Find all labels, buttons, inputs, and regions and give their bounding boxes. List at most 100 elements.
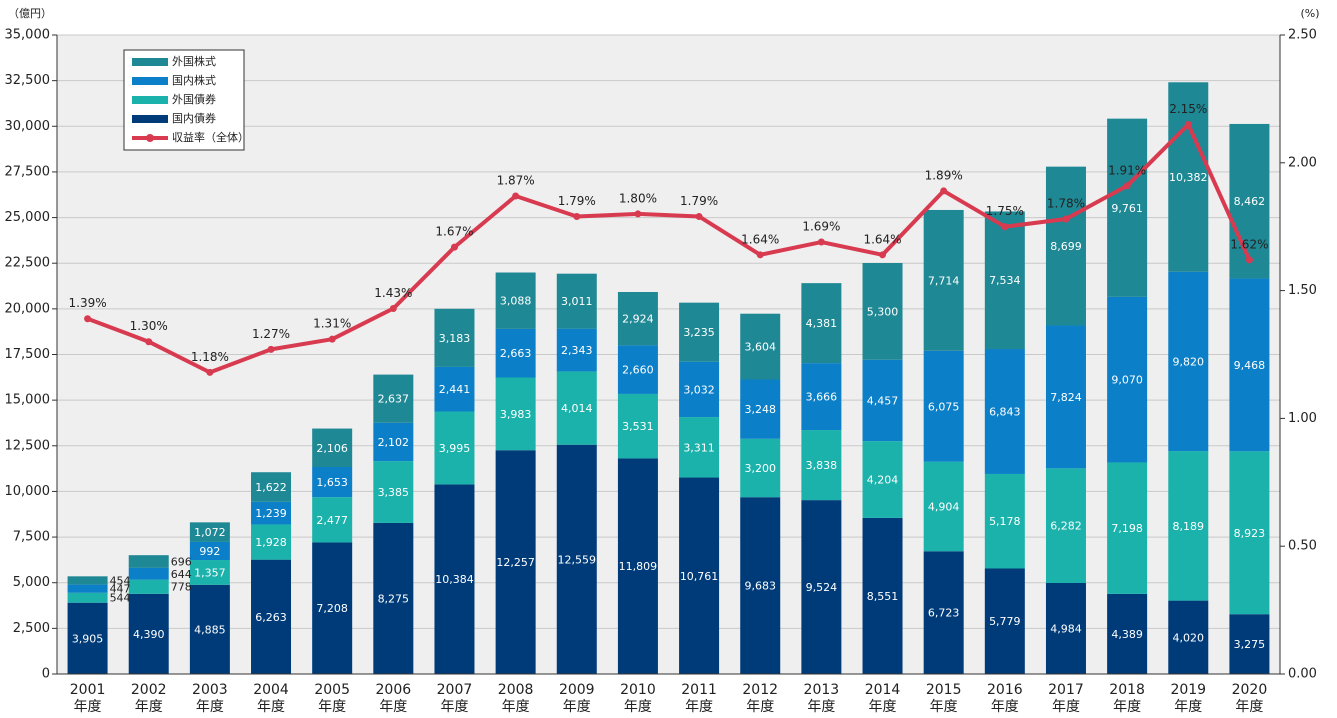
x-tick-suffix: 年度 [1052,699,1080,715]
bar-segment [251,472,292,502]
data-label: 6,075 [928,400,960,413]
bar-segment [984,568,1025,674]
line-point [817,238,825,246]
bar-segment [434,411,475,485]
x-tick-label: 2017 [1048,682,1084,698]
x-tick-label: 2013 [804,682,840,698]
bar-segment [312,497,353,543]
data-label: 3,200 [744,462,776,475]
data-label: 2,106 [316,442,348,455]
x-tick-suffix: 年度 [257,699,285,715]
bar-segment [1168,82,1209,272]
data-label: 2,637 [378,393,410,406]
data-label: 8,699 [1050,240,1082,253]
y-unit-label: （億円） [8,7,52,20]
bar-segment [679,477,720,674]
bar-segment [373,461,414,523]
data-label: 447 [110,583,131,596]
bar-segment [67,576,108,585]
data-label: 2,924 [622,313,654,326]
data-label: 5,300 [867,305,899,318]
data-label: 1,622 [255,481,287,494]
bar-segment [923,209,964,351]
bar-segment [1107,462,1148,594]
data-label: 992 [199,545,220,558]
line-point [634,210,642,218]
bar-segment [189,560,230,585]
data-label: 6,282 [1050,520,1082,533]
x-tick-suffix: 年度 [318,699,346,715]
data-label: 10,761 [680,570,719,583]
bar-segment [1045,583,1086,674]
data-label: 8,923 [1234,527,1266,540]
bar-segment [495,377,536,451]
x-tick-label: 2004 [253,682,289,698]
data-label: 11,809 [619,560,658,573]
data-label: 9,070 [1111,374,1143,387]
x-tick-suffix: 年度 [1113,699,1141,715]
data-label: 4,014 [561,402,593,415]
data-label: 454 [110,574,131,587]
y-tick-label: 25,000 [5,210,51,225]
data-label: 5,779 [989,615,1021,628]
y-tick-label: 15,000 [5,393,51,408]
x-tick-label: 2006 [376,682,412,698]
y2-tick-label: 1.00 [1288,411,1317,426]
line-point [84,315,92,323]
data-label: 8,189 [1173,520,1205,533]
bar-segment [128,567,169,580]
data-label: 2,663 [500,347,532,360]
data-label: 3,385 [378,486,410,499]
bar-segment [495,328,536,378]
x-tick-label: 2014 [865,682,901,698]
data-label: 9,524 [806,581,838,594]
x-tick-label: 2016 [987,682,1023,698]
bar-segment [373,422,414,462]
x-tick-label: 2001 [70,682,106,698]
x-tick-suffix: 年度 [624,699,652,715]
data-label: 9,761 [1111,202,1143,215]
legend-label: 国内債券 [172,111,216,125]
data-label: 7,198 [1111,522,1143,535]
line-label: 1.67% [435,225,473,239]
data-label: 3,275 [1234,638,1266,651]
y-tick-label: 35,000 [5,28,51,43]
data-label: 8,462 [1234,195,1266,208]
data-label: 7,824 [1050,391,1082,404]
line-label: 1.64% [863,232,901,246]
bar-segment [434,308,475,367]
data-label: 3,088 [500,295,532,308]
bar-segment [617,458,658,674]
data-label: 2,477 [316,514,348,527]
line-point [389,304,397,312]
bar-segment [1107,296,1148,463]
bar-segment [312,428,353,468]
x-tick-label: 2003 [192,682,228,698]
data-label: 9,820 [1173,355,1205,368]
line-point [695,212,703,220]
legend-label: 外国債券 [172,92,216,106]
line-point [1123,182,1131,190]
legend-label: 外国株式 [172,54,216,68]
line [86,122,1252,375]
bar-segment [1045,166,1086,326]
line-point [1245,256,1253,264]
y2-tick-label: 1.50 [1288,283,1317,298]
x-tick-label: 2009 [559,682,595,698]
bar-segment [984,473,1025,569]
data-label: 4,204 [867,474,899,487]
y-tick-label: 0 [42,667,50,682]
bar-segment [1045,468,1086,584]
bar-segment [923,551,964,674]
data-label: 3,032 [683,383,715,396]
legend-swatch [132,58,168,66]
data-label: 9,683 [744,580,776,593]
bar-segment [128,579,169,594]
bar-segment [373,522,414,674]
data-label: 3,235 [683,326,715,339]
data-label: 4,390 [133,628,165,641]
data-label: 3,311 [683,441,715,454]
bar-segment [189,541,230,561]
x-tick-label: 2020 [1232,682,1268,698]
line-label: 1.18% [191,350,229,364]
